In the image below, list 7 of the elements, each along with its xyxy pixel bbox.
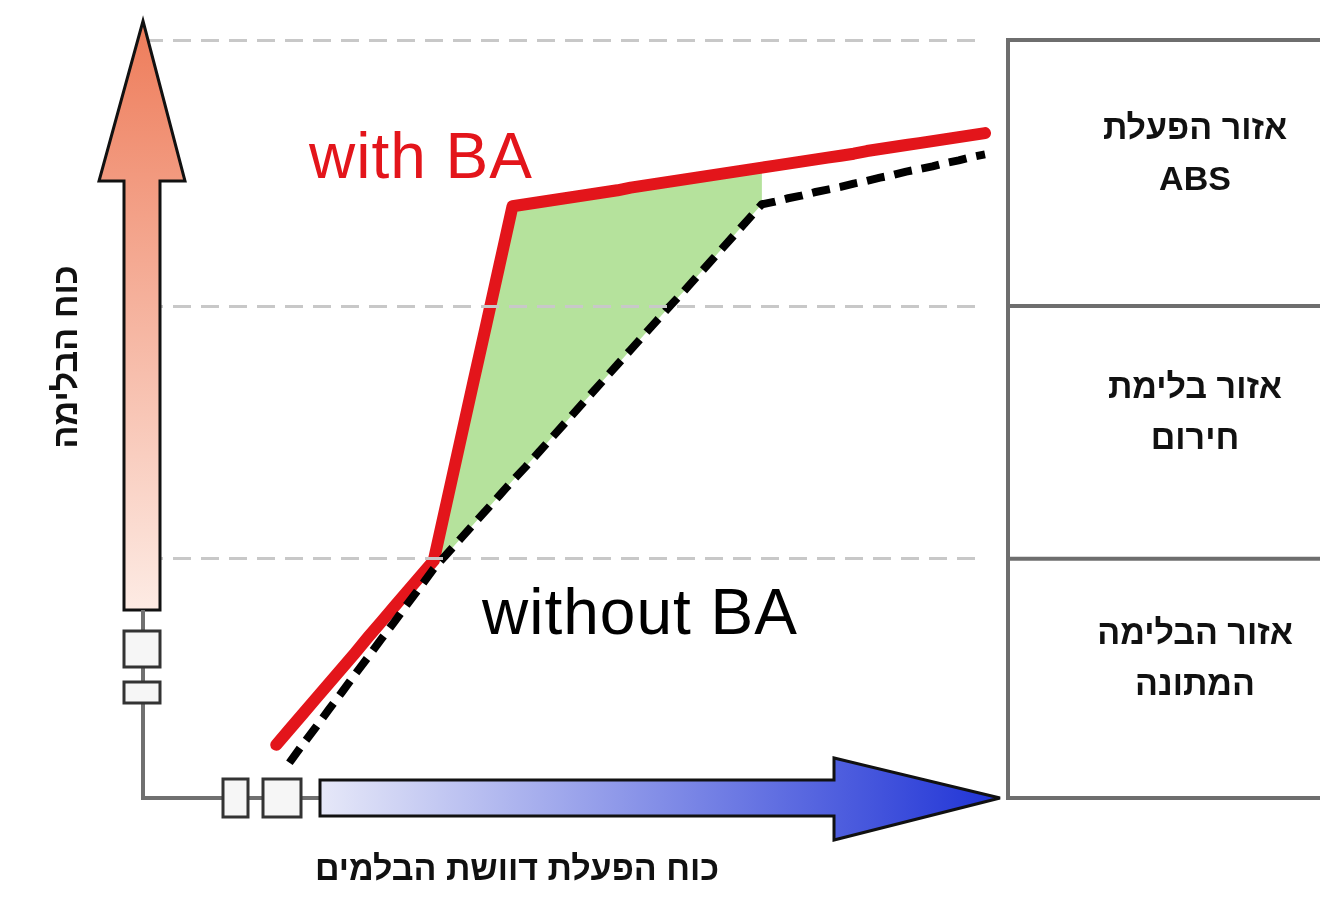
series-label: without BA	[482, 576, 798, 648]
y-axis-title: כוח הבלימה	[45, 265, 85, 449]
text: אזור בלימת חירום	[1106, 366, 1284, 459]
series-label: with BA	[309, 120, 533, 192]
text: אזור הפעלת ABS	[1101, 106, 1289, 199]
text: אזור הבלימה המתונה	[1096, 612, 1294, 705]
x-axis-title: כוח הפעלת דוושת הבלמים	[314, 848, 720, 889]
